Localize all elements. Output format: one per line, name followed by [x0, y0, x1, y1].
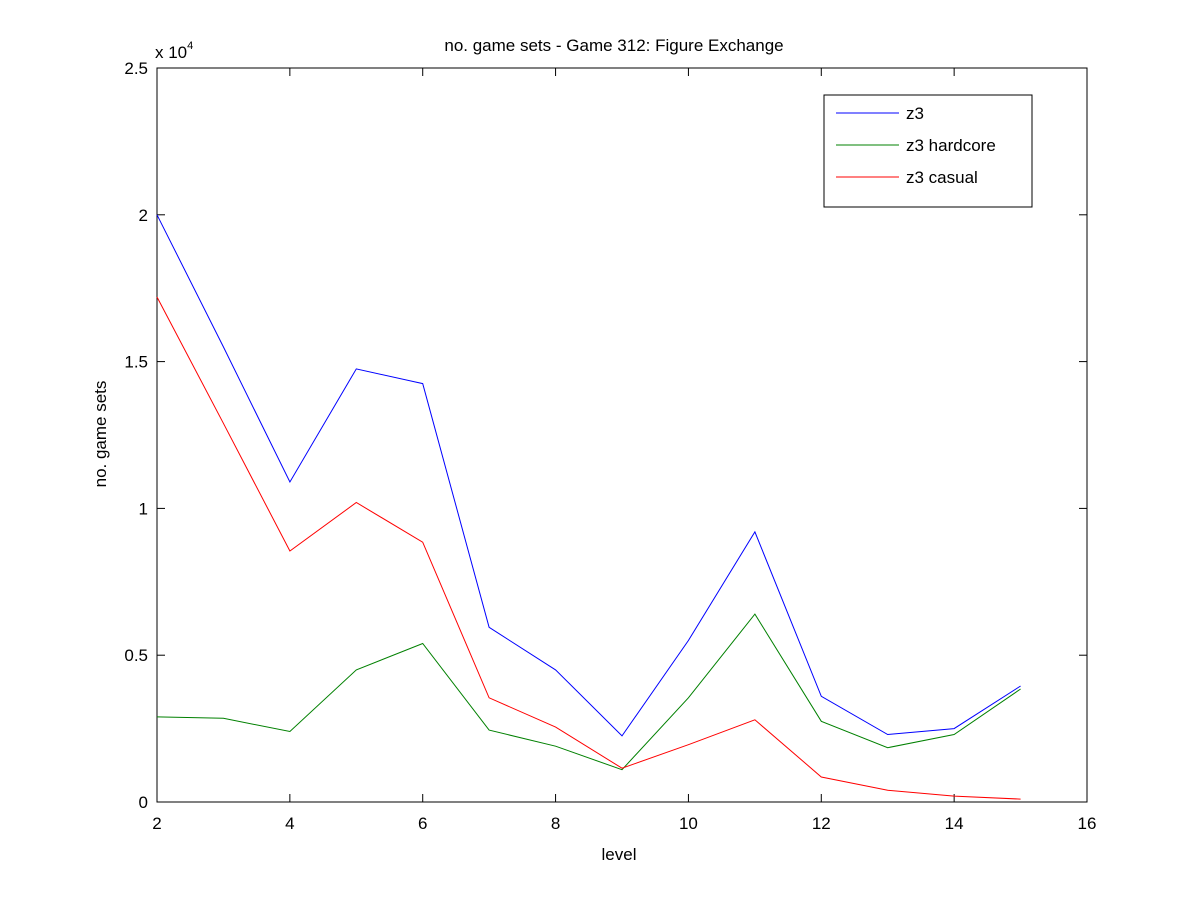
- x-tick-label: 10: [679, 814, 698, 833]
- y-axis-label: no. game sets: [91, 381, 110, 488]
- legend-label-z3-hardcore: z3 hardcore: [906, 136, 996, 155]
- x-tick-label: 8: [551, 814, 560, 833]
- x-tick-label: 14: [945, 814, 964, 833]
- legend-label-z3: z3: [906, 104, 924, 123]
- x-tick-label: 2: [152, 814, 161, 833]
- series-line-z3-casual: [156, 296, 1021, 800]
- x-axis-label: level: [602, 845, 637, 864]
- x-tick-label: 6: [418, 814, 427, 833]
- x-tick-label: 16: [1078, 814, 1097, 833]
- plot-area: 2 4 6 8 10 12 14 16 0 0.5 1 1.5 2 2.5: [124, 59, 1096, 833]
- x-tick-label: 12: [812, 814, 831, 833]
- series-line-z3: [156, 214, 1021, 737]
- y-tick-label: 2.5: [124, 59, 148, 78]
- legend-label-z3-casual: z3 casual: [906, 168, 978, 187]
- y-tick-label: 0: [139, 793, 148, 812]
- chart-title: no. game sets - Game 312: Figure Exchang…: [444, 36, 783, 55]
- y-tick-label: 0.5: [124, 646, 148, 665]
- y-exponent-label: x 104: [155, 40, 193, 62]
- y-tick-label: 1.5: [124, 353, 148, 372]
- y-tick-label: 2: [139, 206, 148, 225]
- legend-box: [823, 94, 1033, 208]
- y-exponent-power: 4: [187, 40, 193, 52]
- series-line-z3-hardcore: [156, 613, 1021, 771]
- y-tick-label: 1: [139, 499, 148, 518]
- legend: z3 z3 hardcore z3 casual: [823, 94, 1033, 208]
- x-tick-label: 4: [285, 814, 294, 833]
- axes-frame: [156, 67, 1088, 803]
